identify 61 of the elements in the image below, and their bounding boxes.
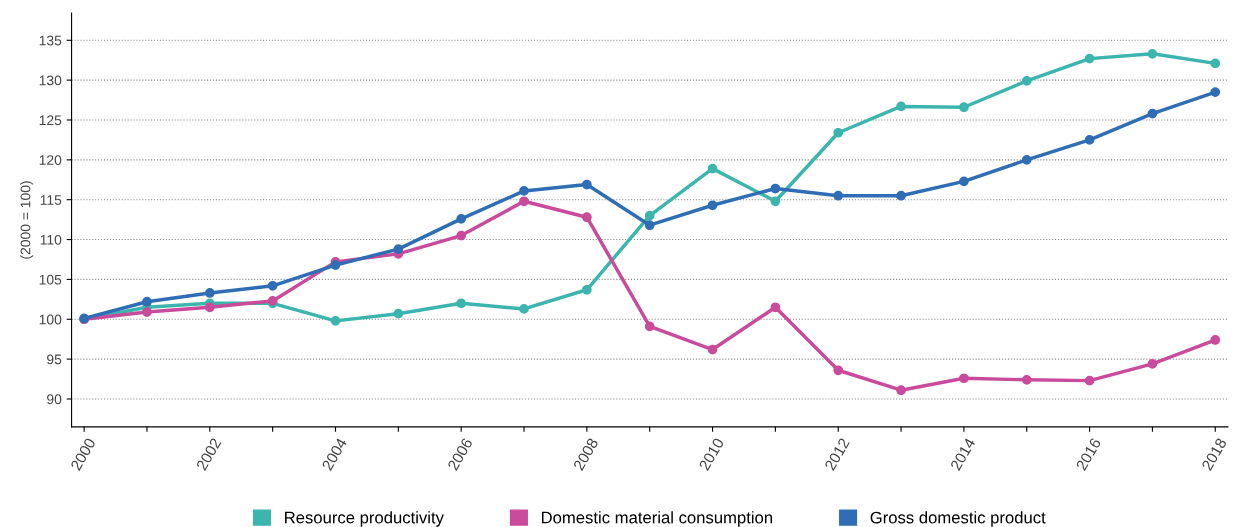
y-tick-label: 120 bbox=[39, 155, 62, 166]
point bbox=[1084, 53, 1095, 64]
point bbox=[519, 196, 529, 207]
point bbox=[833, 190, 844, 201]
y-tick-label: 100 bbox=[39, 314, 62, 325]
point bbox=[1147, 359, 1158, 369]
point bbox=[393, 308, 404, 319]
point bbox=[456, 213, 467, 224]
point bbox=[204, 288, 215, 298]
point bbox=[393, 244, 404, 254]
point bbox=[770, 183, 781, 194]
point bbox=[330, 315, 341, 326]
point bbox=[1210, 87, 1221, 97]
point bbox=[896, 385, 906, 396]
point bbox=[1210, 335, 1221, 345]
point bbox=[204, 302, 215, 313]
point bbox=[1147, 108, 1158, 119]
point bbox=[1147, 48, 1158, 59]
point bbox=[1210, 58, 1221, 69]
point bbox=[644, 220, 655, 231]
legend-label: Domestic material consumption bbox=[541, 511, 773, 527]
point bbox=[142, 307, 152, 317]
point bbox=[644, 321, 655, 332]
y-tick-label: 105 bbox=[39, 274, 62, 285]
point bbox=[267, 280, 278, 291]
point bbox=[1084, 375, 1095, 386]
point bbox=[142, 296, 152, 307]
y-tick-label: 125 bbox=[39, 115, 62, 126]
y-tick-label: 110 bbox=[40, 234, 62, 245]
point bbox=[581, 179, 592, 190]
point bbox=[707, 344, 718, 355]
legend-label: Resource productivity bbox=[285, 511, 444, 527]
legend-label: Gross domestic product bbox=[870, 511, 1046, 527]
point bbox=[707, 200, 718, 211]
point bbox=[833, 365, 844, 376]
point bbox=[959, 102, 969, 113]
point bbox=[959, 176, 969, 187]
point bbox=[519, 304, 529, 314]
point bbox=[896, 101, 906, 112]
y-tick-label: 90 bbox=[47, 394, 62, 405]
point bbox=[644, 210, 655, 221]
point bbox=[1021, 154, 1032, 165]
point bbox=[959, 373, 969, 384]
point bbox=[1021, 374, 1032, 385]
y-tick-label: 115 bbox=[40, 195, 62, 205]
point bbox=[519, 186, 529, 196]
point bbox=[770, 302, 781, 313]
point bbox=[770, 196, 781, 207]
point bbox=[581, 284, 592, 295]
point bbox=[456, 230, 467, 241]
point bbox=[456, 298, 467, 309]
point bbox=[896, 190, 906, 201]
y-tick-label: 95 bbox=[47, 354, 62, 365]
point bbox=[833, 127, 844, 138]
y-tick-label: 130 bbox=[39, 75, 62, 86]
point bbox=[581, 212, 592, 223]
y-tick-label: 135 bbox=[39, 35, 62, 46]
y-axis-title: (2000 = 100) bbox=[20, 181, 34, 259]
point bbox=[707, 163, 718, 174]
point bbox=[1084, 135, 1095, 145]
point bbox=[1021, 76, 1032, 86]
